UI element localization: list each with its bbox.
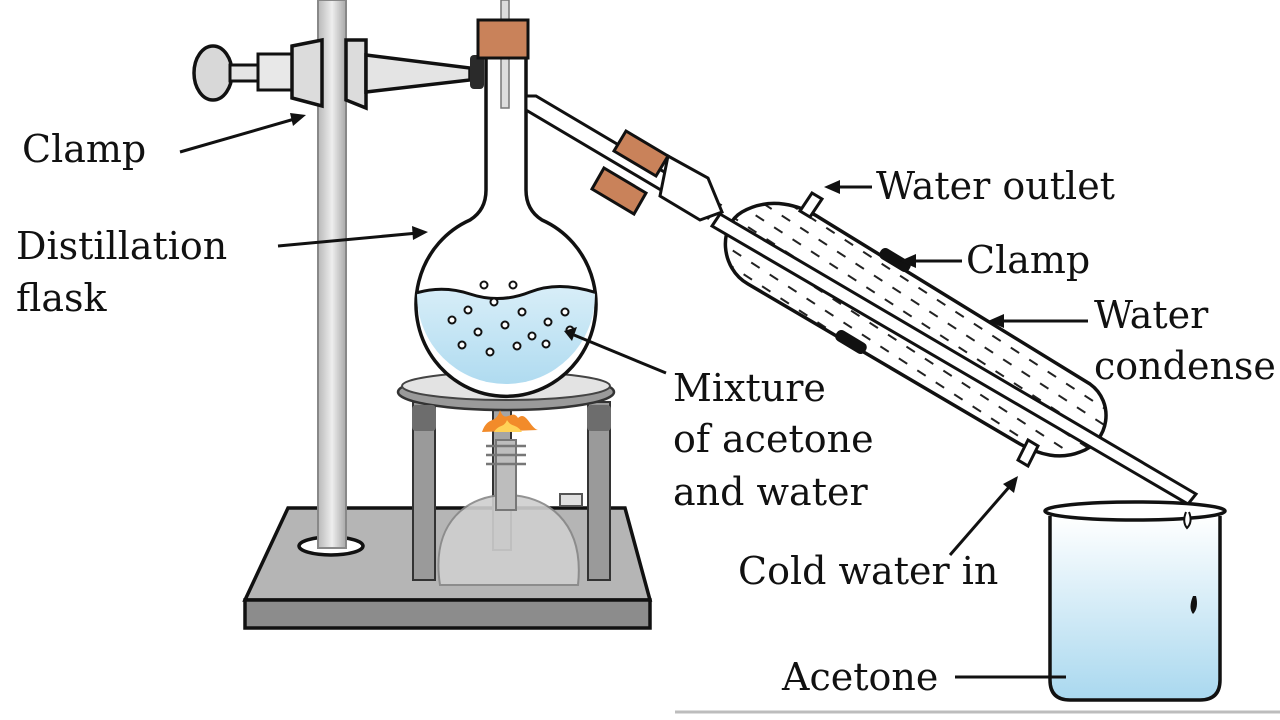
condenser-adapter [589, 128, 724, 222]
label-clamp-right: Clamp [966, 238, 1090, 282]
label-distillation-line2: flask [16, 276, 108, 320]
beaker [1043, 500, 1227, 702]
label-condenser-line1: Water [1094, 293, 1209, 337]
label-water-outlet: Water outlet [876, 164, 1115, 208]
label-condenser-line2: condense [1094, 344, 1276, 388]
bunsen-burner [437, 410, 583, 586]
water-condenser [589, 128, 1199, 506]
drip-icon [1183, 511, 1192, 530]
label-mixture-line2: of acetone [673, 417, 874, 461]
label-distillation-line1: Distillation [16, 224, 227, 268]
label-clamp-left: Clamp [22, 127, 146, 171]
leader-arrows [179, 113, 1088, 679]
clamp-assembly [192, 37, 484, 111]
droplet-icon [1190, 596, 1197, 614]
label-mixture-line3: and water [673, 470, 868, 514]
label-cold-water-in: Cold water in [738, 549, 998, 593]
label-acetone: Acetone [781, 655, 938, 699]
flame-icon [482, 410, 538, 432]
label-mixture-line1: Mixture [673, 366, 826, 410]
